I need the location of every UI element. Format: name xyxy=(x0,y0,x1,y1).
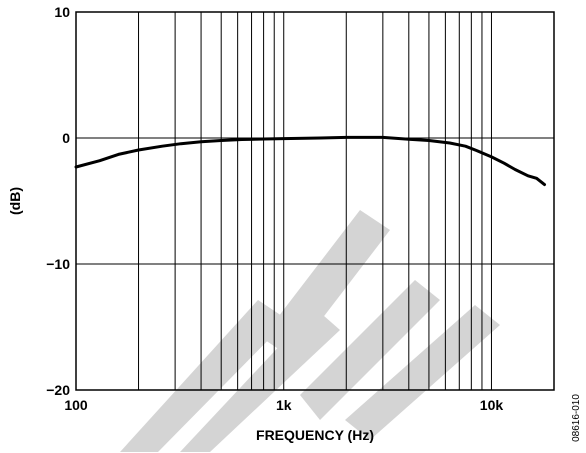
plot-frame xyxy=(75,11,555,391)
grid-lines xyxy=(76,12,554,390)
x-tick-label: 1k xyxy=(276,397,292,413)
y-axis-title: (dB) xyxy=(7,187,23,215)
figure-code: 08616-010 xyxy=(571,394,582,442)
x-tick-label: 10k xyxy=(480,397,504,413)
y-tick-label: −10 xyxy=(46,256,70,272)
series-line xyxy=(74,135,546,187)
x-tick-label: 100 xyxy=(64,397,88,413)
watermark-logo xyxy=(120,210,500,452)
y-tick-label: 0 xyxy=(62,130,70,146)
x-tick-labels: 100 1k 10k xyxy=(64,397,503,413)
series-layer xyxy=(74,135,546,187)
y-tick-labels: 10 0 −10 −20 xyxy=(46,4,70,398)
y-tick-label: 10 xyxy=(54,4,70,20)
y-tick-label: −20 xyxy=(46,382,70,398)
x-axis-title: FREQUENCY (Hz) xyxy=(256,427,374,443)
